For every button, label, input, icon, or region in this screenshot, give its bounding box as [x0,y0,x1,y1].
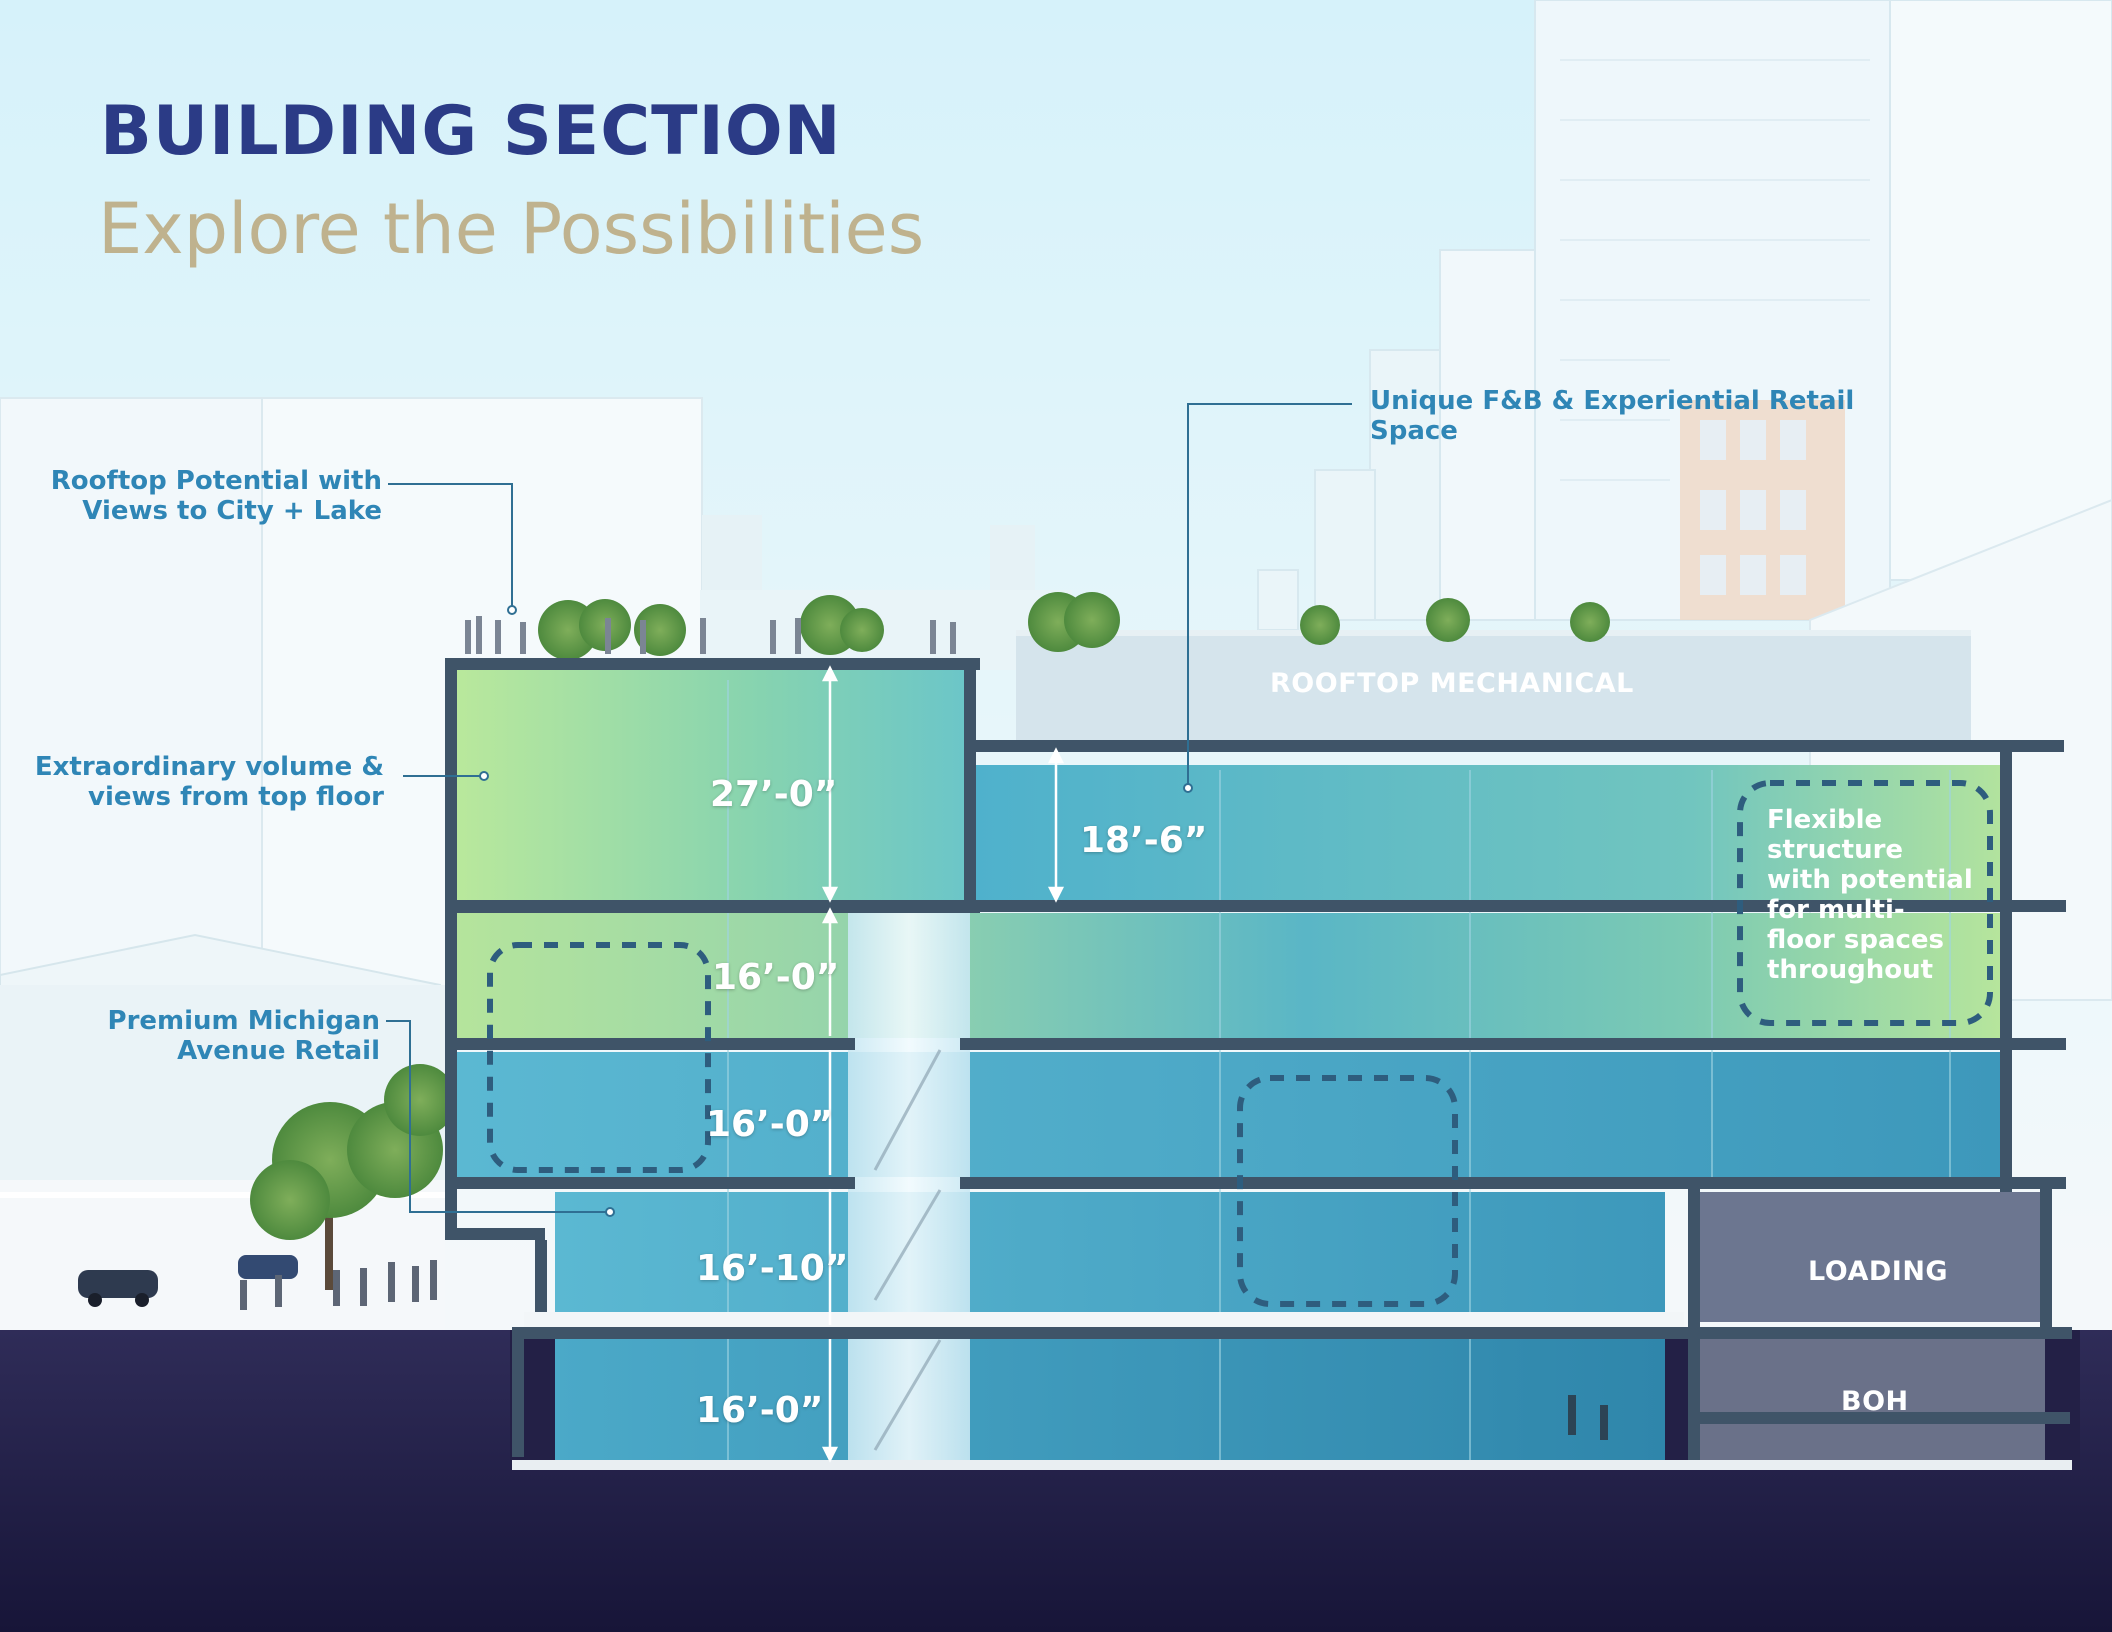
street-trees [250,1064,456,1290]
callout-unique-fb: Unique F&B & Experiential Retail Space [1370,386,1855,446]
upper-east-volume [976,765,2000,900]
callout-premium-retail: Premium Michigan Avenue Retail [107,1006,380,1066]
callout-extraordinary-volume: Extraordinary volume & views from top fl… [34,752,384,812]
label-boh: BOH [1841,1386,1909,1417]
dimension-lines [821,665,1065,1463]
loading-volume [1700,1192,2045,1322]
cars [78,1255,298,1307]
label-rooftop-mechanical: ROOFTOP MECHANICAL [1270,668,1634,699]
dim-level-2: 16’-10” [696,1248,849,1289]
flex-zone-left [487,942,711,1173]
page-title: BUILDING SECTION [100,92,842,171]
flex-structure-note: Flexible structure with potential for mu… [1767,805,1973,985]
callout-rooftop-potential: Rooftop Potential with Views to City + L… [50,466,382,526]
callout-leaders [386,403,1352,1217]
building-section [445,658,2072,1470]
pedestrians [240,1260,437,1310]
level-2-volume [555,1192,1665,1312]
flex-zone-right [1737,780,1993,1026]
dim-lower-level: 16’-0” [696,1390,824,1431]
top-floor-volume [457,670,964,900]
dim-top-floor: 27’-0” [710,774,838,815]
level-3-volume [457,1052,2000,1177]
dim-upper-east: 18’-6” [1080,820,1208,861]
lower-level-volume [555,1338,1665,1460]
dim-level-3: 16’-0” [706,1104,834,1145]
boh-volume [1700,1338,2045,1468]
label-loading: LOADING [1808,1256,1949,1287]
rooftop-mechanical-block [1016,592,1971,740]
page-subtitle: Explore the Possibilities [98,188,925,270]
tower-far-right [1889,0,2112,581]
dim-level-4: 16’-0” [712,957,840,998]
left-building-1 [0,397,263,999]
rooftop-garden [465,595,956,660]
stair-core [848,913,970,1468]
